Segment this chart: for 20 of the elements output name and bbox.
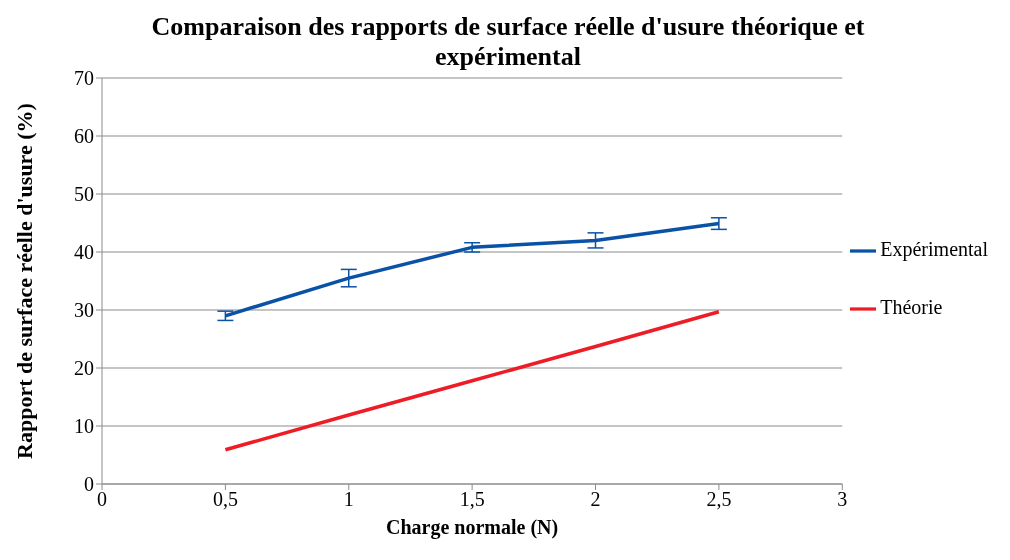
line-series — [223, 309, 721, 452]
chart-title: Comparaison des rapports de surface réelle d'usure théorique et expérimental — [150, 12, 866, 72]
y-tick-label: 20 — [74, 357, 94, 380]
legend-label: Théorie — [880, 296, 943, 318]
y-tick-label: 70 — [74, 67, 94, 90]
y-tick-label: 50 — [74, 183, 94, 206]
y-tick-label: 10 — [74, 415, 94, 438]
y-tick-label: 40 — [74, 241, 94, 264]
y-tick-label: 0 — [84, 473, 94, 496]
x-tick-label: 3 — [837, 488, 848, 511]
legend-label: Expérimental — [880, 238, 988, 260]
x-tick-label: 1,5 — [459, 488, 485, 511]
x-tick-label: 0,5 — [212, 488, 238, 511]
x-tick-label: 1 — [343, 488, 354, 511]
x-axis-title: Charge normale (N) — [386, 516, 559, 539]
y-tick-label: 60 — [74, 125, 94, 148]
x-tick-label: 2 — [590, 488, 601, 511]
x-tick-label: 2,5 — [706, 488, 732, 511]
y-tick-label: 30 — [74, 299, 94, 322]
y-axis-title: Rapport de surface réelle d'usure (%) — [11, 103, 37, 459]
